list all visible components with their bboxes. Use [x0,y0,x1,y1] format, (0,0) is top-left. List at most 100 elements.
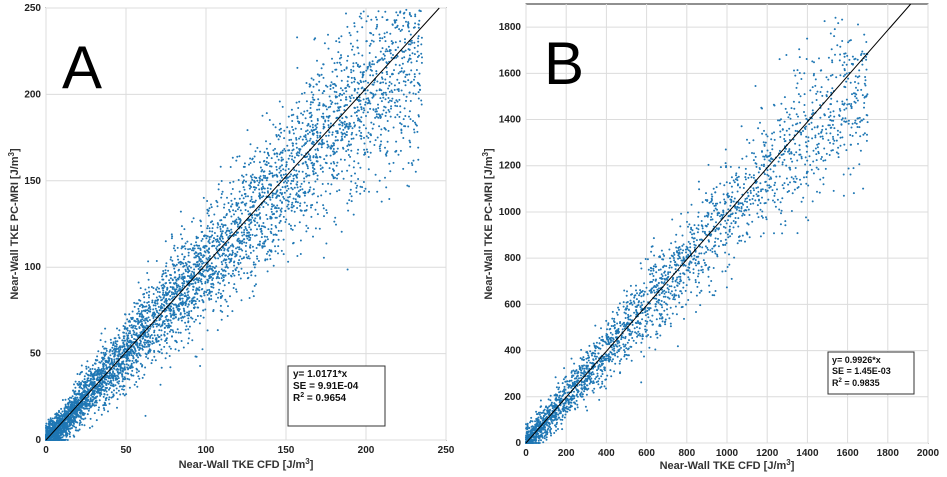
scatter-point [274,126,277,129]
scatter-point [283,148,286,150]
scatter-point [153,301,156,304]
scatter-point [135,320,137,323]
scatter-point [160,299,163,302]
scatter-point [154,313,157,316]
scatter-point [263,187,266,190]
scatter-point [69,407,71,410]
scatter-point [113,358,116,361]
scatter-point [109,338,112,341]
scatter-point [356,63,359,66]
scatter-point [108,402,111,405]
scatter-point [312,170,314,173]
scatter-point [357,117,360,120]
scatter-point [230,192,233,195]
scatter-point [228,234,231,237]
scatter-point [191,339,194,342]
scatter-point [383,36,386,38]
scatter-point [325,84,327,87]
scatter-point [385,154,388,157]
scatter-point [400,131,403,134]
scatter-point [171,259,174,262]
scatter-point [179,313,182,316]
scatter-point [268,254,271,257]
scatter-point [284,180,287,183]
scatter-point [343,69,346,71]
scatter-point [74,398,77,401]
scatter-point [73,422,75,425]
scatter-point [404,80,407,83]
scatter-point [113,355,116,358]
scatter-point [147,343,150,346]
scatter-point [287,179,290,182]
scatter-point [100,332,103,335]
scatter-point [376,136,379,139]
scatter-point [315,83,318,86]
scatter-point [334,151,336,154]
scatter-point [270,217,273,220]
scatter-point [349,42,352,45]
scatter-point [147,307,150,310]
scatter-point [145,305,148,308]
scatter-point [406,73,409,76]
scatter-point [259,179,261,182]
scatter-point [279,179,282,182]
scatter-point [178,268,180,271]
scatter-point [143,341,146,344]
scatter-point [136,368,139,371]
scatter-point [380,140,383,143]
scatter-point [317,143,320,146]
scatter-point [377,10,380,13]
scatter-point [83,424,86,427]
scatter-point [75,411,78,414]
scatter-point [210,294,213,297]
scatter-point [417,158,420,161]
scatter-point [89,368,92,371]
scatter-point [330,81,333,84]
scatter-point [417,114,420,117]
scatter-point [316,73,319,76]
scatter-point [287,168,290,170]
scatter-point [341,170,343,173]
scatter-point [305,138,308,141]
scatter-point [104,359,107,362]
scatter-point [123,345,126,348]
scatter-point [230,199,233,202]
scatter-point [219,165,222,168]
scatter-point [181,286,184,289]
scatter-point [171,329,174,332]
scatter-point [243,229,246,231]
scatter-point [417,23,420,26]
scatter-point [227,202,230,204]
scatter-point [254,150,257,153]
scatter-point [342,147,345,150]
scatter-point [362,107,365,110]
scatter-point [140,312,143,314]
scatter-point [240,194,243,197]
scatter-point [275,191,278,194]
scatter-point [388,81,391,84]
scatter-point [135,328,138,330]
scatter-point [177,349,180,352]
scatter-point [322,256,325,259]
scatter-point [74,429,77,432]
scatter-point [181,293,184,296]
scatter-point [212,240,215,242]
scatter-point [347,83,349,86]
scatter-point [327,47,330,50]
scatter-point [124,339,126,342]
scatter-point [187,337,190,340]
scatter-point [269,230,272,233]
scatter-point [87,404,90,407]
scatter-point [189,248,191,250]
scatter-point [316,59,318,62]
scatter-point [150,362,153,365]
scatter-point [187,317,190,320]
scatter-point [380,200,383,203]
scatter-point [153,355,156,358]
scatter-point [215,300,218,303]
scatter-point [192,217,195,220]
scatter-point [95,370,98,372]
scatter-point [262,206,265,208]
scatter-point [287,187,290,190]
scatter-point [228,208,231,211]
